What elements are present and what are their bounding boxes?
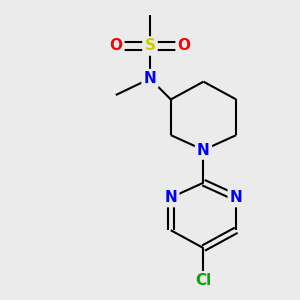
Text: Cl: Cl	[195, 273, 212, 288]
Text: S: S	[145, 38, 155, 53]
Text: N: N	[197, 142, 210, 158]
Text: O: O	[178, 38, 191, 53]
Text: N: N	[144, 71, 156, 86]
Text: N: N	[230, 190, 243, 205]
Text: N: N	[164, 190, 177, 205]
Text: O: O	[109, 38, 122, 53]
